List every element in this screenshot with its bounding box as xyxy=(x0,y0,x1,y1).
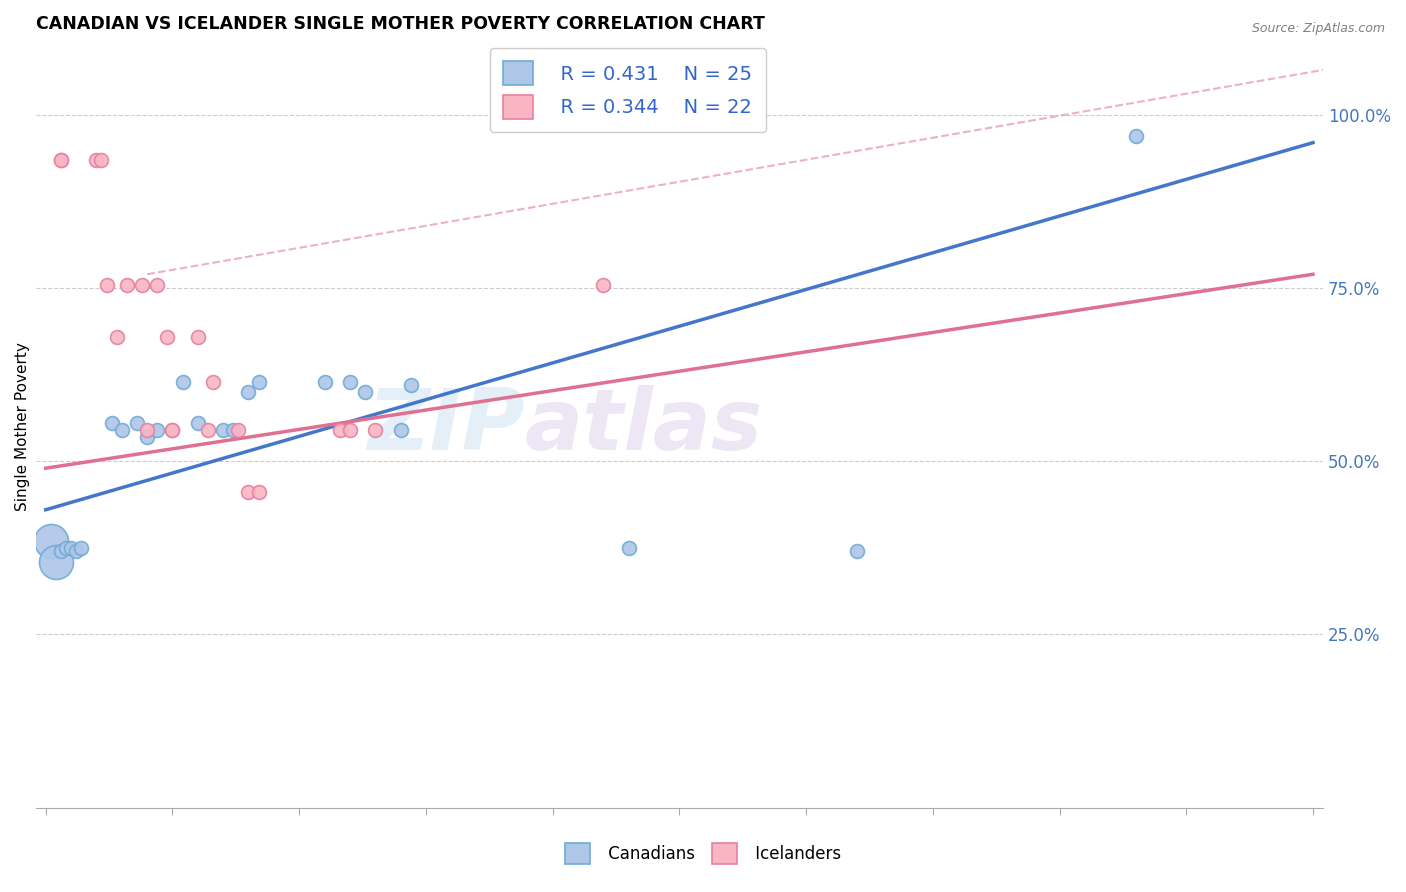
Point xyxy=(617,541,640,555)
Point xyxy=(90,153,112,167)
Point xyxy=(49,153,72,167)
Point xyxy=(55,541,77,555)
Point xyxy=(354,384,377,399)
Point xyxy=(201,375,224,389)
Point xyxy=(1125,128,1147,143)
Point xyxy=(238,485,260,500)
Text: Source: ZipAtlas.com: Source: ZipAtlas.com xyxy=(1251,22,1385,36)
Point xyxy=(172,375,194,389)
Point xyxy=(111,423,134,437)
Point xyxy=(100,416,122,430)
Point xyxy=(187,416,209,430)
Point xyxy=(45,555,67,569)
Point xyxy=(39,533,62,548)
Point xyxy=(70,541,93,555)
Text: ZIP: ZIP xyxy=(367,385,524,468)
Point xyxy=(60,541,83,555)
Point xyxy=(162,423,184,437)
Point xyxy=(115,277,138,292)
Point xyxy=(339,375,361,389)
Legend:   R = 0.431    N = 25,   R = 0.344    N = 22: R = 0.431 N = 25, R = 0.344 N = 22 xyxy=(489,48,766,132)
Point xyxy=(49,153,72,167)
Point xyxy=(212,423,235,437)
Point xyxy=(339,423,361,437)
Point xyxy=(314,375,336,389)
Point xyxy=(845,544,868,558)
Point xyxy=(592,277,614,292)
Point xyxy=(329,423,352,437)
Point xyxy=(247,375,270,389)
Point xyxy=(197,423,219,437)
Point xyxy=(146,277,169,292)
Point xyxy=(136,430,159,444)
Point xyxy=(96,277,118,292)
Point xyxy=(187,329,209,343)
Y-axis label: Single Mother Poverty: Single Mother Poverty xyxy=(15,343,30,511)
Point xyxy=(125,416,148,430)
Legend:  Canadians,  Icelanders: Canadians, Icelanders xyxy=(558,837,848,871)
Point xyxy=(146,423,169,437)
Point xyxy=(86,153,108,167)
Point xyxy=(131,277,153,292)
Point xyxy=(389,423,412,437)
Point xyxy=(49,544,72,558)
Point xyxy=(247,485,270,500)
Point xyxy=(105,329,128,343)
Point xyxy=(222,423,245,437)
Point xyxy=(65,544,87,558)
Text: CANADIAN VS ICELANDER SINGLE MOTHER POVERTY CORRELATION CHART: CANADIAN VS ICELANDER SINGLE MOTHER POVE… xyxy=(35,15,765,33)
Point xyxy=(399,378,422,392)
Point xyxy=(228,423,250,437)
Point xyxy=(364,423,387,437)
Text: atlas: atlas xyxy=(524,385,763,468)
Point xyxy=(136,423,159,437)
Point xyxy=(238,384,260,399)
Point xyxy=(156,329,179,343)
Point xyxy=(162,423,184,437)
